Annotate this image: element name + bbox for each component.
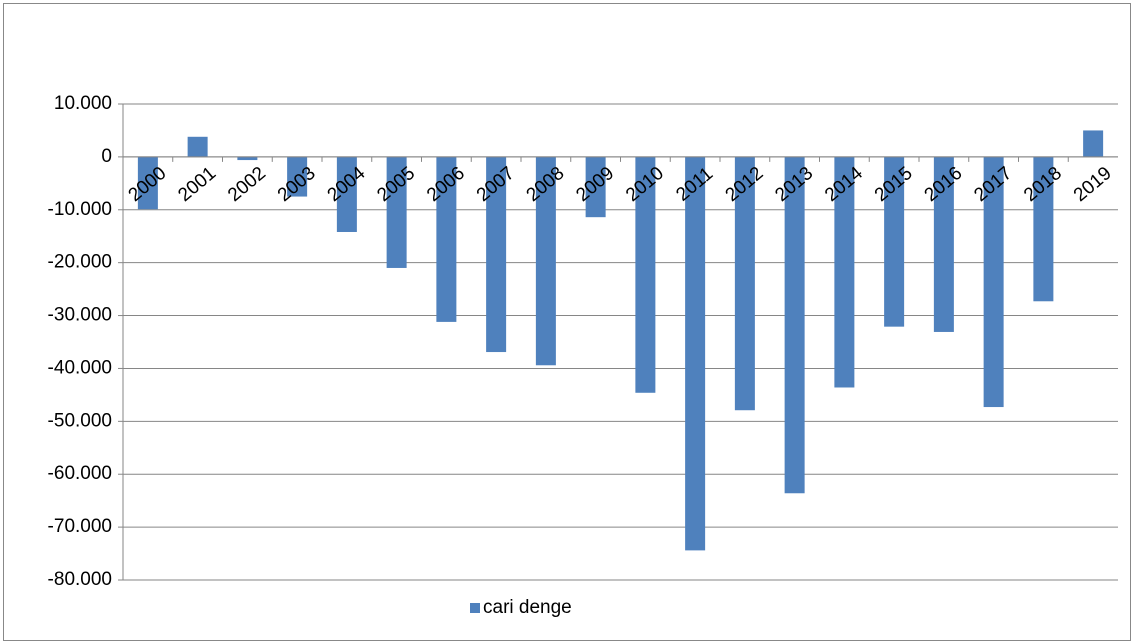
y-tick-label: -40.000	[48, 357, 112, 378]
y-tick-label: 0	[101, 146, 112, 167]
bar	[187, 136, 208, 157]
y-tick-label: -60.000	[48, 463, 112, 484]
bar	[535, 156, 556, 366]
bar	[1033, 156, 1054, 302]
legend-label: cari denge	[483, 597, 572, 618]
bar	[137, 156, 158, 210]
bar	[635, 156, 656, 393]
y-tick-label: -10.000	[48, 199, 112, 220]
bar	[336, 156, 357, 232]
bar	[436, 156, 457, 322]
bar	[386, 156, 407, 268]
bar	[834, 156, 855, 388]
bar	[933, 156, 954, 332]
chart-border	[3, 3, 1131, 641]
bar	[734, 156, 755, 411]
bar	[287, 156, 308, 197]
bar	[1083, 130, 1104, 157]
y-tick-label: 10.000	[54, 93, 112, 114]
bar	[237, 156, 258, 161]
y-tick-label: -30.000	[48, 305, 112, 326]
y-tick-label: -80.000	[48, 569, 112, 590]
y-tick-label: -50.000	[48, 410, 112, 431]
bar	[983, 156, 1004, 408]
y-tick-label: -20.000	[48, 252, 112, 273]
bar	[486, 156, 507, 353]
bar	[585, 156, 606, 218]
legend-swatch	[470, 603, 480, 613]
bar	[884, 156, 905, 327]
y-tick-label: -70.000	[48, 516, 112, 537]
bar	[685, 156, 706, 551]
bar	[784, 156, 805, 494]
